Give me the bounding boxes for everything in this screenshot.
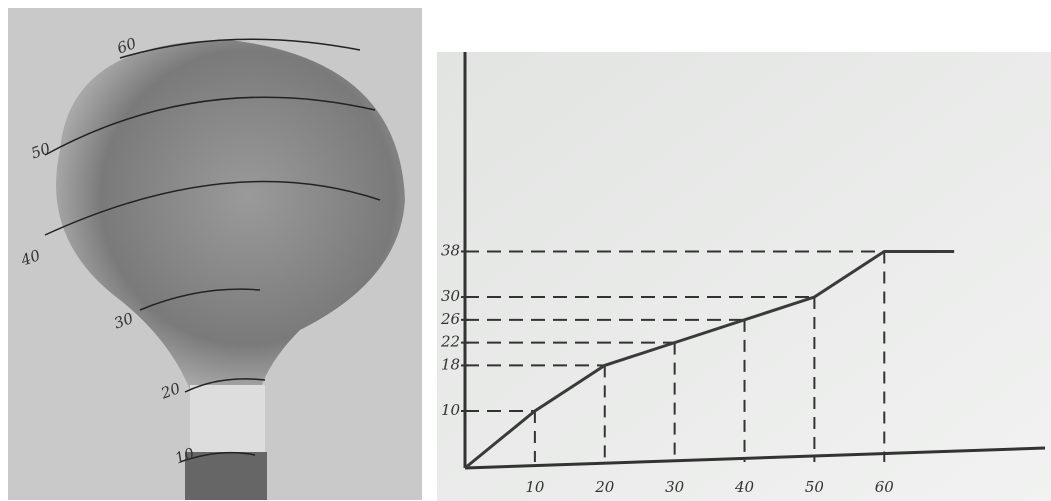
y-tick-label: 38 <box>441 241 460 259</box>
x-tick-label: 60 <box>875 478 895 496</box>
tower-neck <box>190 385 265 455</box>
x-tick-label: 30 <box>665 478 685 496</box>
y-tick-label: 26 <box>440 310 461 328</box>
x-tick-label: 50 <box>805 478 825 496</box>
y-tick-label: 22 <box>440 333 460 351</box>
x-tick-label: 10 <box>525 478 545 496</box>
y-tick-label: 10 <box>441 401 461 419</box>
x-tick-label: 40 <box>734 478 755 496</box>
x-tick-label: 20 <box>594 478 615 496</box>
y-tick-label: 18 <box>441 355 460 373</box>
screen: 605040302010101822263038102030405060 <box>0 0 1051 501</box>
tower-column <box>185 452 267 500</box>
y-tick-label: 30 <box>441 287 461 305</box>
photo <box>8 8 422 500</box>
paper <box>437 52 1051 501</box>
